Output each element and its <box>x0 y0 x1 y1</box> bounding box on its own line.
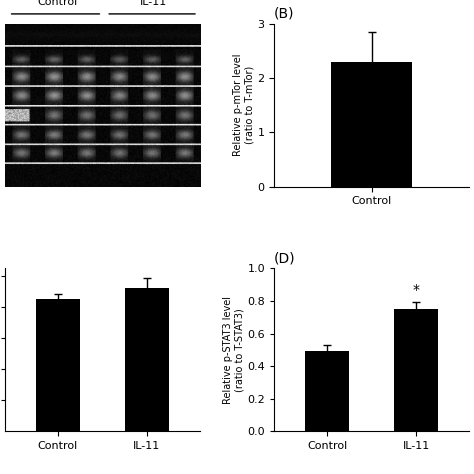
Bar <box>305 351 349 431</box>
Text: Control: Control <box>37 0 78 8</box>
Y-axis label: Relative p-mTor level
(ratio to T-mTor): Relative p-mTor level (ratio to T-mTor) <box>233 54 255 156</box>
Bar <box>36 300 80 431</box>
Y-axis label: Relative p-STAT3 level
(ratio to T-STAT3): Relative p-STAT3 level (ratio to T-STAT3… <box>223 296 245 404</box>
Bar <box>394 309 438 431</box>
Text: (B): (B) <box>274 7 294 21</box>
Text: *: * <box>412 283 419 297</box>
Bar <box>331 62 412 187</box>
Text: IL-11: IL-11 <box>139 0 167 8</box>
Text: (D): (D) <box>274 251 296 265</box>
Bar <box>125 289 169 431</box>
